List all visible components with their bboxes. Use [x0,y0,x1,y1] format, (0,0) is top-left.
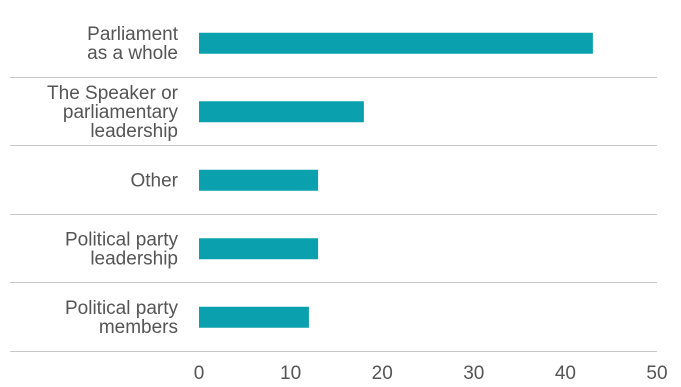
x-tick-label: 30 [463,363,484,384]
category-label-line: Political party [65,298,178,319]
row-separators [10,77,657,352]
category-label-line: members [99,317,178,338]
category-label: Political party members [65,298,178,338]
bar [199,32,593,54]
x-tick-label: 20 [372,363,393,384]
x-tick-label: 10 [280,363,301,384]
category-label-line: Other [130,170,178,191]
category-label-line: Parliament [87,24,179,45]
bar [199,101,364,123]
x-tick-label: 40 [555,363,576,384]
category-label-line: The Speaker or [47,83,179,104]
category-label: Parliament as a whole [87,24,179,64]
category-label: The Speaker or parliamentary leadership [47,83,179,142]
bar [199,169,319,191]
category-labels: Parliament as a whole The Speaker or parlia… [47,24,179,338]
category-label-line: as a whole [87,43,178,64]
bar [199,306,309,328]
x-axis-tick-labels: 0 10 20 30 40 50 [194,363,668,384]
category-label: Other [130,170,178,191]
x-tick-label: 0 [194,363,205,384]
category-label-line: leadership [90,248,178,269]
bar [199,238,319,260]
category-label-line: parliamentary [63,102,179,123]
category-label-line: Political party [65,229,178,250]
category-label: Political party leadership [65,229,178,269]
bars [199,32,593,328]
x-tick-label: 50 [646,363,667,384]
category-label-line: leadership [90,121,178,142]
